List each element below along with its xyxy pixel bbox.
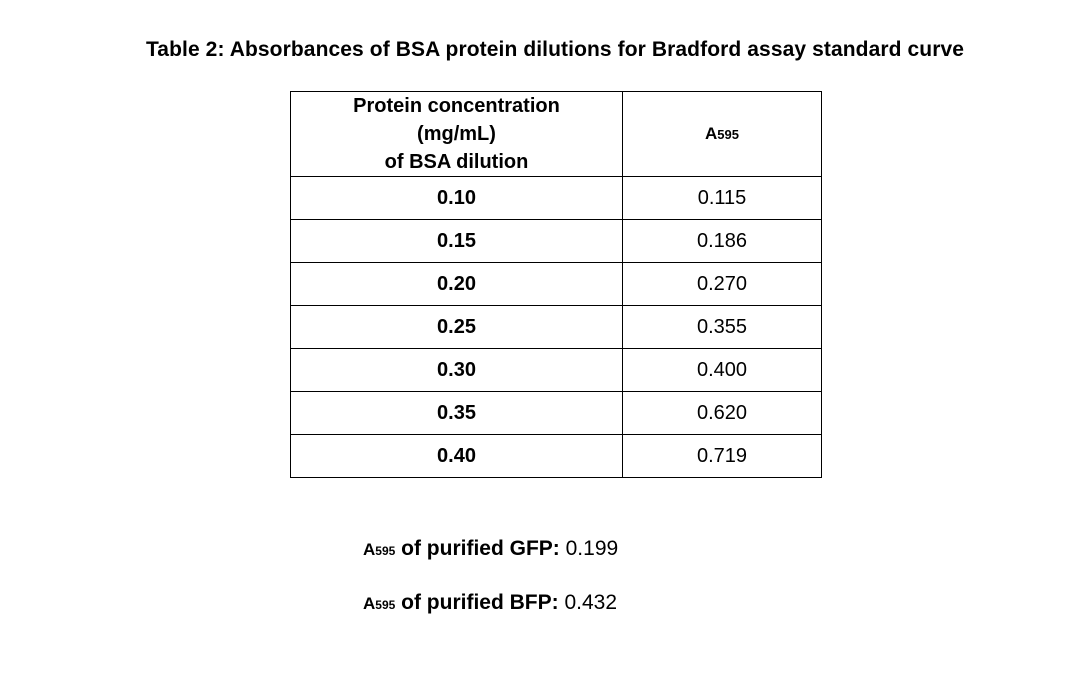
gfp-absorbance-result: A595 of purified GFP: 0.199 [363,537,618,561]
table-row: 0.40 0.719 [290,434,822,478]
absorbance-cell: 0.620 [622,391,822,435]
result-value: 0.199 [559,537,619,560]
header-line-2: (mg/mL) [417,123,496,145]
concentration-cell: 0.20 [290,262,623,306]
result-label: of purified BFP: [395,591,559,614]
table-row: 0.35 0.620 [290,391,822,435]
table-title: Table 2: Absorbances of BSA protein dilu… [145,38,965,61]
header-line-3: of BSA dilution [384,151,529,173]
absorbance-column-header: A595 [622,91,822,177]
table-row: 0.20 0.270 [290,262,822,306]
absorbance-header-letter: A [705,124,718,143]
table-row: 0.10 0.115 [290,176,822,220]
table-row: 0.15 0.186 [290,219,822,263]
concentration-cell: 0.15 [290,219,623,263]
table-header-row: Protein concentration (mg/mL) of BSA dil… [290,91,822,177]
concentration-cell: 0.35 [290,391,623,435]
result-subscript: 595 [375,544,396,558]
concentration-column-header: Protein concentration (mg/mL) of BSA dil… [290,91,623,177]
result-prefix: A [363,540,376,559]
absorbance-table: Protein concentration (mg/mL) of BSA dil… [290,91,822,478]
table-row: 0.30 0.400 [290,348,822,392]
result-label: of purified GFP: [395,537,560,560]
header-line-1: Protein concentration [353,95,560,117]
bfp-absorbance-result: A595 of purified BFP: 0.432 [363,591,617,615]
absorbance-header-subscript: 595 [717,127,739,142]
result-value: 0.432 [558,591,618,614]
table-row: 0.25 0.355 [290,305,822,349]
concentration-cell: 0.30 [290,348,623,392]
result-subscript: 595 [375,598,396,612]
absorbance-cell: 0.115 [622,176,822,220]
absorbance-cell: 0.355 [622,305,822,349]
absorbance-cell: 0.186 [622,219,822,263]
absorbance-cell: 0.270 [622,262,822,306]
absorbance-cell: 0.400 [622,348,822,392]
concentration-cell: 0.40 [290,434,623,478]
concentration-cell: 0.25 [290,305,623,349]
result-prefix: A [363,594,376,613]
absorbance-cell: 0.719 [622,434,822,478]
concentration-cell: 0.10 [290,176,623,220]
